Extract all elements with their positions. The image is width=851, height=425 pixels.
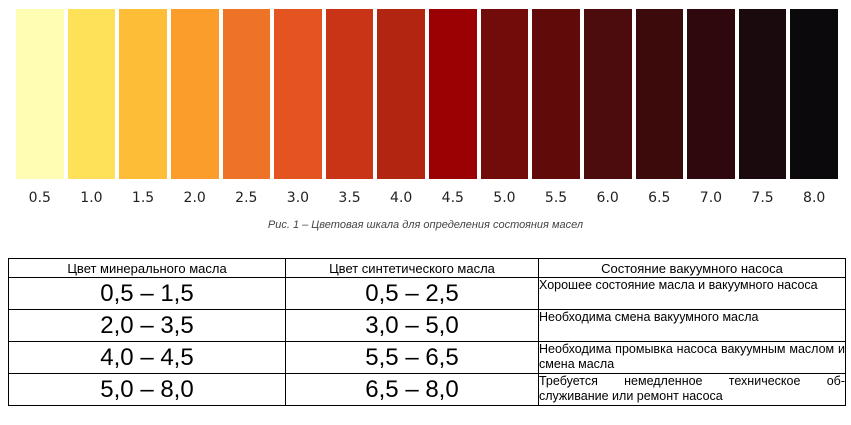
color-swatch [170, 9, 219, 179]
color-swatch-label: 5.5 [544, 190, 568, 206]
pump-state: Необходима смена вакуумного масла [538, 309, 846, 342]
color-swatch-label: 5.0 [493, 190, 516, 206]
synthetic-range: 0,5 – 2,5 [285, 277, 539, 310]
synthetic-range: 5,5 – 6,5 [285, 341, 539, 374]
color-scale [16, 9, 838, 179]
color-swatch [429, 9, 477, 179]
color-swatch-label: 3.5 [338, 190, 361, 206]
color-swatch [738, 9, 787, 179]
color-swatch [325, 9, 374, 179]
color-swatch [67, 9, 116, 179]
table-row: 2,0 – 3,5 3,0 – 5,0 Необходима смена вак… [8, 309, 846, 342]
color-swatch [583, 9, 632, 179]
color-swatch [222, 9, 271, 179]
color-swatch-label: 7.0 [699, 190, 723, 206]
color-swatch [480, 9, 529, 179]
color-swatch-label: 1.5 [131, 190, 155, 206]
color-swatch [274, 9, 322, 179]
pump-state: Необходима промывка насоса вакуумным мас… [538, 341, 846, 374]
color-swatch [687, 9, 735, 179]
color-swatch-label: 8.0 [803, 190, 826, 206]
color-swatch-label: 0.5 [28, 190, 51, 206]
color-scale-labels: 0.5 1.0 1.5 2.0 2.5 3.0 3.5 4.0 4.5 5.0 5.5 6.0 6.5 7… [16, 190, 838, 210]
color-swatch [532, 9, 580, 179]
pump-state: Хорошее состояние масла и вакуумного нас… [538, 277, 846, 310]
color-swatch-label: 6.0 [596, 190, 619, 206]
color-swatch [790, 9, 838, 179]
header-pump-state: Состояние вакуумного насоса [538, 258, 846, 278]
mineral-range: 5,0 – 8,0 [8, 373, 286, 406]
color-swatch [377, 9, 425, 179]
color-swatch [16, 9, 64, 179]
color-swatch-label: 3.0 [286, 190, 310, 206]
table-header-row: Цвет минерального масла Цвет синтетическ… [8, 258, 846, 278]
color-swatch-label: 6.5 [648, 190, 671, 206]
mineral-range: 4,0 – 4,5 [8, 341, 286, 374]
color-swatch-label: 4.0 [390, 190, 413, 206]
color-swatch-label: 2.0 [183, 190, 206, 206]
pump-state: Требуется немедленное техническое об-слу… [538, 373, 846, 406]
color-swatch-label: 7.5 [751, 190, 774, 206]
color-swatch [635, 9, 684, 179]
table-row: 5,0 – 8,0 6,5 – 8,0 Требуется немедленно… [8, 373, 846, 406]
color-swatch-label: 1.0 [80, 190, 103, 206]
table-row: 4,0 – 4,5 5,5 – 6,5 Необходима промывка … [8, 341, 846, 374]
table-row: 0,5 – 1,5 0,5 – 2,5 Хорошее состояние ма… [8, 277, 846, 310]
synthetic-range: 6,5 – 8,0 [285, 373, 539, 406]
color-swatch-label: 4.5 [441, 190, 464, 206]
header-mineral: Цвет минерального масла [8, 258, 286, 278]
color-swatch [119, 9, 167, 179]
figure-caption: Рис. 1 – Цветовая шкала для определения … [267, 219, 584, 231]
mineral-range: 0,5 – 1,5 [8, 277, 286, 310]
color-swatch-label: 2.5 [235, 190, 258, 206]
synthetic-range: 3,0 – 5,0 [285, 309, 539, 342]
oil-condition-table: Цвет минерального масла Цвет синтетическ… [8, 258, 846, 406]
header-synthetic: Цвет синтетического масла [285, 258, 539, 278]
mineral-range: 2,0 – 3,5 [8, 309, 286, 342]
